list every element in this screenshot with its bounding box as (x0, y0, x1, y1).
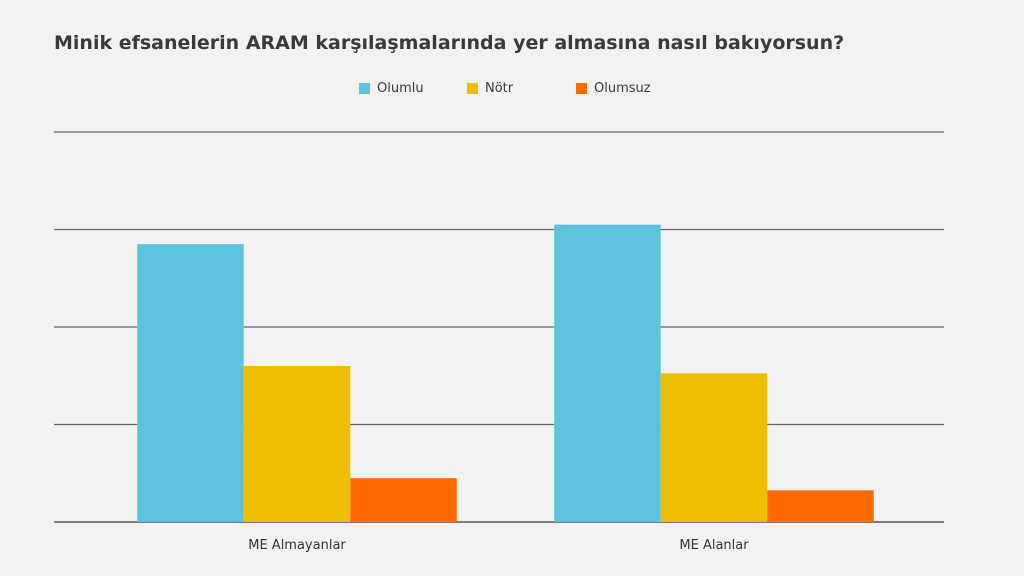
bar-notr-0 (243, 366, 351, 522)
bar-olumlu-1 (554, 224, 661, 522)
legend-item-olumlu: Olumlu (359, 81, 424, 96)
category-label: ME Alanlar (679, 538, 749, 553)
legend-item-notr: Nötr (467, 81, 513, 96)
bar-olumsuz-0 (350, 478, 457, 522)
legend-swatch-notr (467, 83, 478, 94)
chart-title: Minik efsanelerin ARAM karşılaşmalarında… (54, 32, 845, 54)
legend-swatch-olumlu (359, 83, 370, 94)
legend-item-olumsuz: Olumsuz (576, 81, 651, 96)
bar-notr-1 (660, 373, 768, 522)
bar-olumsuz-1 (767, 490, 874, 522)
legend: Olumlu Nötr Olumsuz (0, 81, 1024, 101)
legend-label-notr: Nötr (485, 81, 514, 96)
legend-swatch-olumsuz (576, 83, 587, 94)
category-label: ME Almayanlar (248, 538, 346, 553)
bar-olumlu-0 (137, 244, 244, 522)
legend-label-olumlu: Olumlu (377, 81, 424, 96)
legend-label-olumsuz: Olumsuz (594, 81, 651, 96)
